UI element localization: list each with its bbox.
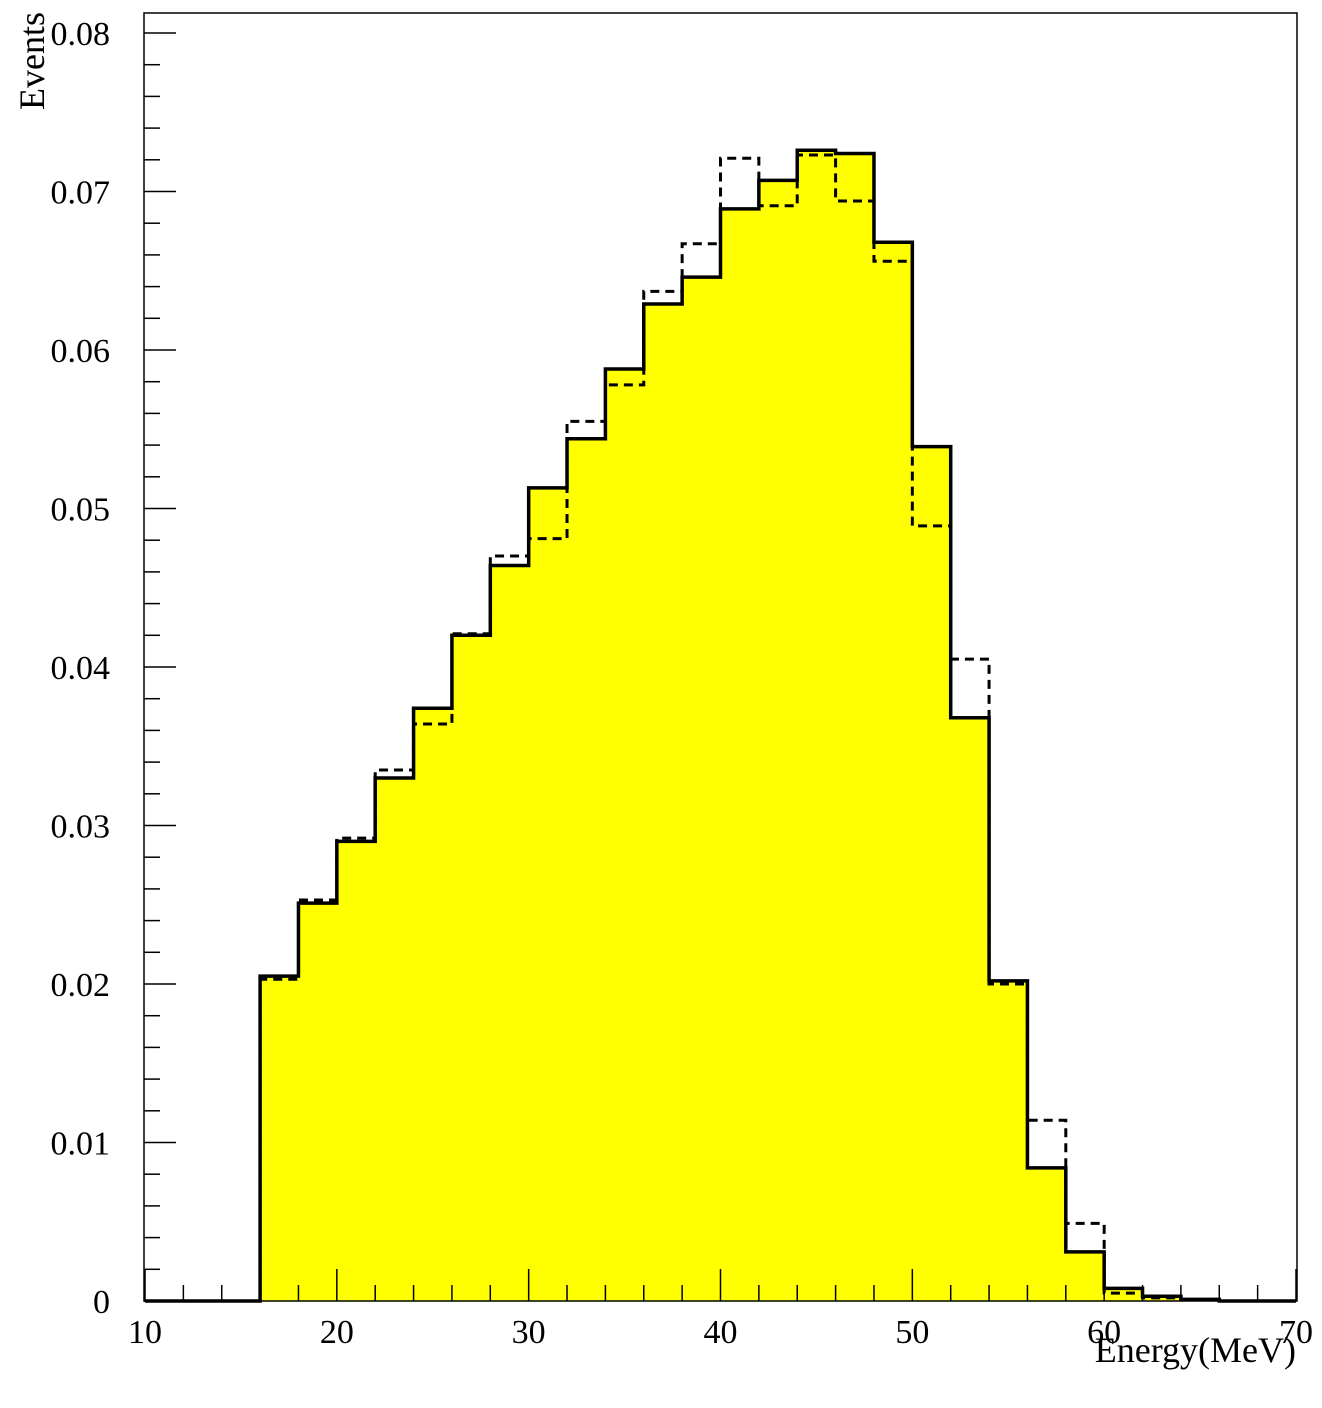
histogram-bar [1065,1251,1105,1301]
histogram-bar [989,980,1028,1301]
histogram-bar [1104,1288,1144,1301]
y-axis-title: Events [12,12,52,110]
histogram-bar [797,150,837,1301]
x-tick-label: 10 [128,1314,162,1351]
x-tick-label: 40 [704,1314,738,1351]
histogram-bar [1027,1167,1067,1301]
histogram-bar [298,903,338,1301]
histogram-bar [682,277,721,1302]
x-tick-label: 60 [1087,1314,1121,1351]
y-tick-label: 0.07 [51,175,111,212]
x-tick-label: 20 [320,1314,354,1351]
histogram-bar [758,180,798,1301]
histogram-bar [873,242,913,1302]
x-tick-label: 30 [512,1314,546,1351]
histogram-bar [336,841,376,1301]
y-tick-label: 0.02 [51,967,111,1004]
y-tick-label: 0.01 [51,1126,111,1163]
plot-line-layer [145,148,1296,1303]
histogram-bar [835,153,875,1302]
histogram-bar [912,446,952,1301]
dashed-series-line [145,153,1296,1303]
histogram-bar [567,438,606,1301]
y-tick-label: 0.04 [51,650,111,687]
histogram-bar [528,487,568,1301]
axis-tick-labels: 10 20 30 40 50 60 70 0 0.01 0.02 0.03 0.04 0.05 0.06 0… [51,16,1314,1351]
axis-ticks [144,32,1297,1302]
histogram-bar [260,976,299,1301]
histogram-bar [413,708,453,1301]
y-tick-label: 0.06 [51,333,111,370]
histogram-bar [605,369,645,1301]
histogram-bar [1142,1296,1182,1301]
histogram-bar [490,565,530,1301]
y-tick-label: 0.03 [51,809,111,846]
y-tick-label: 0 [93,1284,110,1321]
histogram-bar [451,635,491,1301]
x-axis-title: Energy(MeV) [1095,1330,1296,1370]
histogram-bar [950,717,990,1301]
x-tick-label: 50 [895,1314,929,1351]
x-tick-label: 70 [1279,1314,1313,1351]
histogram-bar [375,777,415,1301]
histogram-bar [643,304,683,1301]
histogram-bar [720,208,760,1301]
solid-series-line [145,148,1296,1303]
y-tick-label: 0.05 [51,492,111,529]
y-tick-label: 0.08 [51,16,111,53]
plot-fill-layer [260,150,1220,1302]
